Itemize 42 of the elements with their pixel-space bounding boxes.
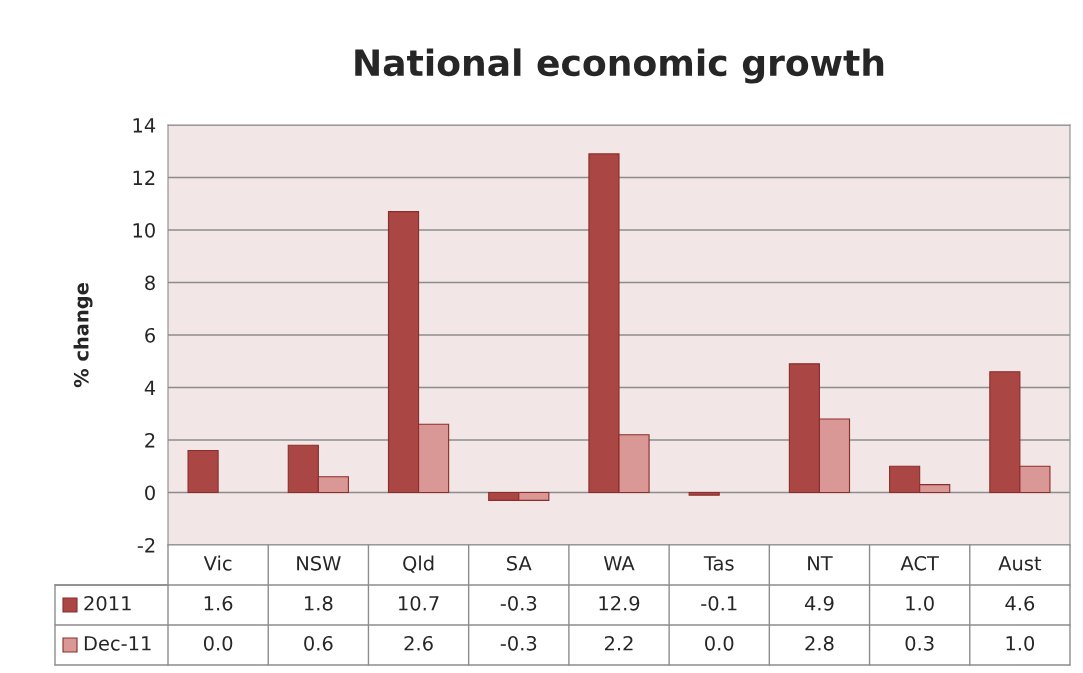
- x-tick-label: NT: [808, 556, 833, 571]
- data-label: 4.9: [804, 595, 834, 611]
- chart-title: National economic growth: [355, 48, 884, 84]
- data-label: 4.6: [1005, 595, 1035, 611]
- data-label: 2.2: [604, 635, 633, 651]
- x-tick-label: SA: [507, 555, 532, 571]
- data-label: 0.0: [705, 635, 734, 651]
- bar: [187, 449, 219, 494]
- data-label: 2.6: [404, 635, 433, 651]
- legend-label: 2011: [84, 595, 131, 611]
- x-tick-label: Tas: [703, 556, 734, 571]
- x-tick-label: Qld: [403, 555, 434, 573]
- y-tick-label: 14: [133, 118, 156, 133]
- data-label: 0.3: [905, 635, 934, 651]
- y-tick-label: 6: [145, 327, 155, 343]
- legend-label: Dec-11: [84, 636, 151, 651]
- data-label: 1.8: [305, 595, 333, 611]
- data-label: 0.6: [304, 635, 333, 651]
- data-label: 10.7: [399, 595, 439, 611]
- x-tick-label: ACT: [900, 555, 939, 571]
- y-tick-label: 0: [145, 485, 155, 501]
- x-tick-label: Vic: [203, 555, 232, 571]
- data-label: 1.0: [1006, 635, 1035, 651]
- data-label: -0.3: [500, 595, 537, 611]
- data-label: 0.0: [203, 635, 233, 651]
- y-tick-label: -2: [137, 537, 155, 553]
- x-tick-label: WA: [603, 556, 635, 571]
- bar: [688, 491, 720, 496]
- y-tick-label: 10: [133, 222, 155, 238]
- data-label: -0.3: [500, 635, 537, 651]
- data-label: -0.1: [701, 595, 737, 611]
- y-tick-label: 4: [144, 380, 156, 395]
- x-tick-label: NSW: [297, 555, 341, 571]
- y-tick-label: 2: [145, 432, 155, 448]
- y-axis-title: % change: [73, 283, 93, 388]
- data-label: 1.6: [204, 595, 233, 611]
- data-label: 12.9: [599, 595, 640, 611]
- data-label: 2.8: [805, 635, 834, 651]
- data-label: 1.0: [906, 595, 934, 611]
- x-tick-label: Aust: [998, 556, 1042, 571]
- y-tick-label: 12: [133, 170, 155, 185]
- y-tick-label: 8: [145, 275, 155, 291]
